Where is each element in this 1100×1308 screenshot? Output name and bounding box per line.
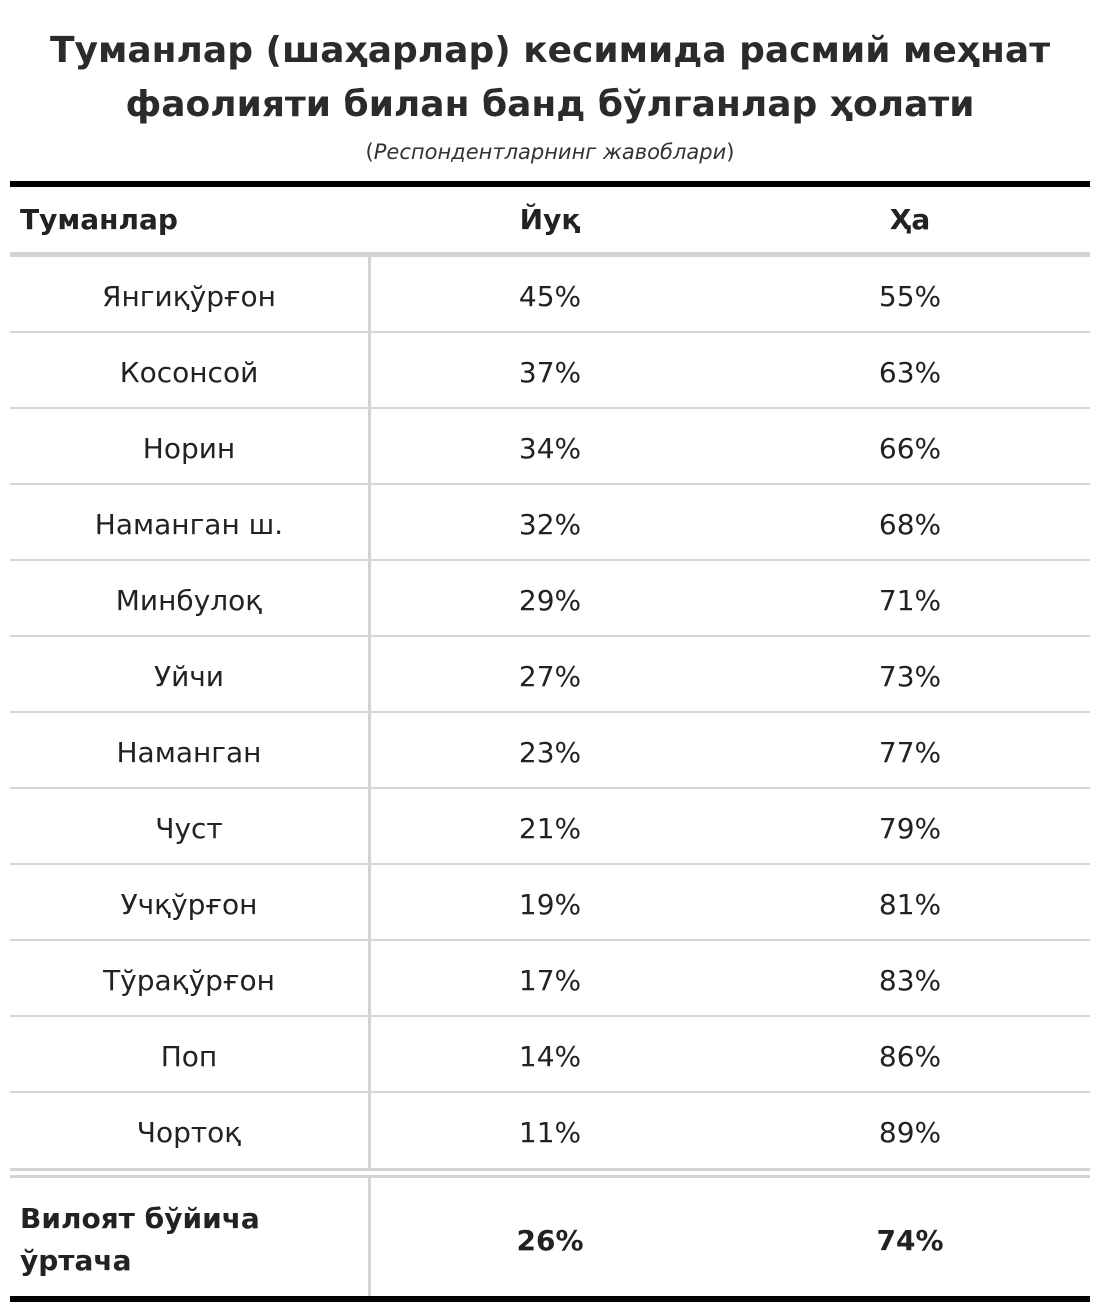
yes-value-cell: 71% xyxy=(878,584,942,617)
district-cell: Норин xyxy=(142,432,236,465)
table-bottom-rule xyxy=(10,1296,1090,1302)
yes-value-cell: 83% xyxy=(878,964,942,997)
no-value-cell: 45% xyxy=(518,280,582,313)
no-value-cell: 29% xyxy=(518,584,582,617)
yes-value-cell: 79% xyxy=(878,812,942,845)
table-row: Наманган 23% 77% xyxy=(10,713,1090,789)
district-cell: Учқўрғон xyxy=(120,888,258,921)
no-value-cell: 37% xyxy=(518,356,582,389)
total-label: Вилоят бўйича ўртача xyxy=(20,1198,360,1282)
header-district: Туманлар xyxy=(20,203,178,236)
table-row: Норин 34% 66% xyxy=(10,409,1090,485)
no-value-cell: 23% xyxy=(518,736,582,769)
district-cell: Тўрақўрғон xyxy=(103,964,275,997)
total-no: 26% xyxy=(516,1224,584,1257)
district-cell: Наманган xyxy=(116,736,262,769)
no-value-cell: 17% xyxy=(518,964,582,997)
no-value-cell: 11% xyxy=(518,1116,582,1149)
no-value-cell: 21% xyxy=(518,812,582,845)
total-label-line-2: ўртача xyxy=(20,1244,132,1277)
table-row: Поп 14% 86% xyxy=(10,1017,1090,1093)
yes-value-cell: 68% xyxy=(878,508,942,541)
subtitle-text: Респондентларнинг жавоблари xyxy=(373,140,727,164)
district-cell: Янгиқўрғон xyxy=(102,280,276,313)
district-cell: Уйчи xyxy=(154,660,224,693)
yes-value-cell: 77% xyxy=(878,736,942,769)
district-cell: Наманган ш. xyxy=(94,508,284,541)
yes-value-cell: 66% xyxy=(878,432,942,465)
yes-value-cell: 89% xyxy=(878,1116,942,1149)
yes-value-cell: 86% xyxy=(878,1040,942,1073)
no-value-cell: 34% xyxy=(518,432,582,465)
chart-subtitle: (Респондентларнинг жавоблари) xyxy=(365,140,735,164)
district-cell: Поп xyxy=(160,1040,218,1073)
header-yes: Ҳа xyxy=(889,203,931,236)
yes-value-cell: 55% xyxy=(878,280,942,313)
district-cell: Чортоқ xyxy=(136,1116,242,1149)
yes-value-cell: 73% xyxy=(878,660,942,693)
table-row: Тўрақўрғон 17% 83% xyxy=(10,941,1090,1017)
total-row: Вилоят бўйича ўртача 26% 74% xyxy=(10,1178,1090,1296)
district-cell: Чуст xyxy=(155,812,223,845)
yes-value-cell: 63% xyxy=(878,356,942,389)
no-value-cell: 19% xyxy=(518,888,582,921)
no-value-cell: 32% xyxy=(518,508,582,541)
title-line-1: Туманлар (шаҳарлар) кесимида расмий меҳн… xyxy=(49,30,1051,71)
total-yes: 74% xyxy=(876,1224,944,1257)
table-body: Янгиқўрғон 45% 55% Косонсой 37% 63% Норин 34% 66… xyxy=(10,257,1090,1169)
column-divider-total xyxy=(368,1178,371,1296)
table-row: Наманган ш. 32% 68% xyxy=(10,485,1090,561)
table-row: Учқўрғон 19% 81% xyxy=(10,865,1090,941)
district-cell: Минбулоқ xyxy=(115,584,263,617)
header-rule xyxy=(10,252,1090,257)
total-rule-upper xyxy=(10,1168,1090,1171)
table-row: Чортоқ 11% 89% xyxy=(10,1093,1090,1169)
table-row: Минбулоқ 29% 71% xyxy=(10,561,1090,637)
title-line-2: фаолияти билан банд бўлганлар ҳолати xyxy=(125,84,975,125)
no-value-cell: 27% xyxy=(518,660,582,693)
table-row: Уйчи 27% 73% xyxy=(10,637,1090,713)
no-value-cell: 14% xyxy=(518,1040,582,1073)
yes-value-cell: 81% xyxy=(878,888,942,921)
chart-title: Туманлар (шаҳарлар) кесимида расмий меҳн… xyxy=(0,24,1100,132)
total-rule-lower xyxy=(10,1175,1090,1178)
total-label-line-1: Вилоят бўйича xyxy=(20,1202,260,1235)
table-row: Косонсой 37% 63% xyxy=(10,333,1090,409)
table-row: Чуст 21% 79% xyxy=(10,789,1090,865)
district-cell: Косонсой xyxy=(119,356,259,389)
table-row: Янгиқўрғон 45% 55% xyxy=(10,257,1090,333)
table-top-rule xyxy=(10,181,1090,187)
header-no: Йуқ xyxy=(519,203,581,236)
